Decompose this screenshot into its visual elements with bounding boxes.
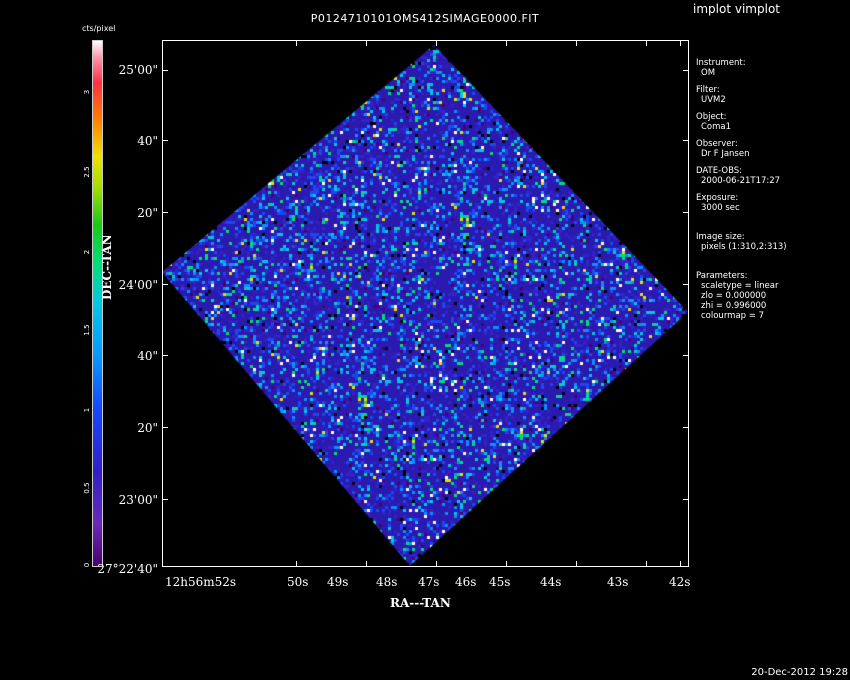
- x-tick-label: 49s: [327, 575, 349, 589]
- y-tick-label: 20": [137, 421, 158, 435]
- frame-tickmark: [683, 284, 689, 285]
- y-tick-label: 23'00": [118, 493, 158, 507]
- colorbar-tick-label: 1.5: [83, 324, 91, 336]
- x-tick-label: 12h56m52s: [165, 575, 237, 589]
- x-tick-label: 43s: [607, 575, 629, 589]
- frame-tickmark: [506, 40, 507, 46]
- frame-tickmark: [683, 70, 689, 71]
- param-zhi: zhi = 0.996000: [701, 301, 767, 311]
- frame-tickmark: [162, 355, 168, 356]
- frame-tickmark: [436, 40, 437, 46]
- frame-tickmark: [296, 561, 297, 567]
- frame-tickmark: [366, 561, 367, 567]
- x-tick-label: 46s: [455, 575, 477, 589]
- param-scaletype: scaletype = linear: [701, 281, 779, 291]
- frame-tickmark: [162, 284, 168, 285]
- frame-tickmark: [683, 427, 689, 428]
- frame-tickmark: [296, 40, 297, 46]
- colorbar: [92, 40, 103, 567]
- frame-tickmark: [646, 40, 647, 46]
- filter-value: UVM2: [701, 95, 726, 105]
- object-label: Object:: [696, 112, 727, 122]
- x-tick-label: 45s: [489, 575, 511, 589]
- image-frame[interactable]: [162, 40, 689, 567]
- frame-tickmark: [576, 40, 577, 46]
- frame-tickmark: [683, 499, 689, 500]
- image-size-value: pixels (1:310,2:313): [701, 242, 787, 252]
- colorbar-tick-label: 3: [83, 89, 91, 95]
- date-obs-value: 2000-06-21T17:27: [701, 176, 781, 186]
- param-colourmap: colourmap = 7: [701, 311, 764, 321]
- colorbar-tick-label: 1: [83, 407, 91, 413]
- y-tick-label: 25'00": [118, 63, 158, 77]
- frame-tickmark: [162, 499, 168, 500]
- frame-tickmark: [680, 561, 681, 567]
- filter-label: Filter:: [696, 85, 720, 95]
- frame-tickmark: [646, 561, 647, 567]
- frame-tickmark: [683, 355, 689, 356]
- instrument-label: Instrument:: [696, 58, 746, 68]
- y-tick-label: 20": [137, 206, 158, 220]
- y-tick-label: 40": [137, 134, 158, 148]
- x-tick-label: 50s: [287, 575, 309, 589]
- app-title: implot vimplot: [693, 2, 780, 16]
- frame-tickmark: [162, 212, 168, 213]
- x-axis-label: RA---TAN: [390, 596, 451, 610]
- frame-tickmark: [366, 40, 367, 46]
- observer-value: Dr F Jansen: [701, 149, 750, 159]
- y-axis-label: DEC--TAN: [100, 234, 114, 300]
- x-tick-label: 48s: [376, 575, 398, 589]
- colorbar-unit-label: cts/pixel: [82, 24, 116, 33]
- y-tick-label: 27°22'40": [97, 562, 158, 576]
- exposure-label: Exposure:: [696, 193, 739, 203]
- y-tick-label: 40": [137, 349, 158, 363]
- x-tick-label: 42s: [669, 575, 691, 589]
- colorbar-tick-label: 0: [83, 562, 91, 568]
- info-panel: Instrument: OM Filter: UVM2 Object: Coma…: [696, 58, 841, 328]
- x-tick-label: 47s: [418, 575, 440, 589]
- colorbar-tick-label: 0.5: [83, 482, 91, 494]
- frame-tickmark: [162, 427, 168, 428]
- sky-image[interactable]: [163, 41, 688, 566]
- frame-tickmark: [683, 212, 689, 213]
- frame-tickmark: [683, 140, 689, 141]
- instrument-value: OM: [701, 68, 716, 78]
- object-value: Coma1: [701, 122, 732, 132]
- frame-tickmark: [162, 70, 168, 71]
- param-zlo: zlo = 0.000000: [701, 291, 767, 301]
- parameters-label: Parameters:: [696, 271, 748, 281]
- x-tick-label: 44s: [540, 575, 562, 589]
- image-size-label: Image size:: [696, 232, 745, 242]
- date-obs-label: DATE-OBS:: [696, 166, 743, 176]
- y-tick-label: 24'00": [118, 278, 158, 292]
- observer-label: Observer:: [696, 139, 738, 149]
- frame-tickmark: [506, 561, 507, 567]
- exposure-value: 3000 sec: [701, 203, 740, 213]
- frame-tickmark: [576, 561, 577, 567]
- colorbar-tick-label: 2.5: [83, 166, 91, 178]
- frame-tickmark: [436, 561, 437, 567]
- image-title: P0124710101OMS412SIMAGE0000.FIT: [310, 12, 540, 25]
- colorbar-tick-label: 2: [83, 249, 91, 255]
- frame-tickmark: [680, 40, 681, 46]
- frame-tickmark: [162, 140, 168, 141]
- footer-timestamp: 20-Dec-2012 19:28: [751, 667, 848, 678]
